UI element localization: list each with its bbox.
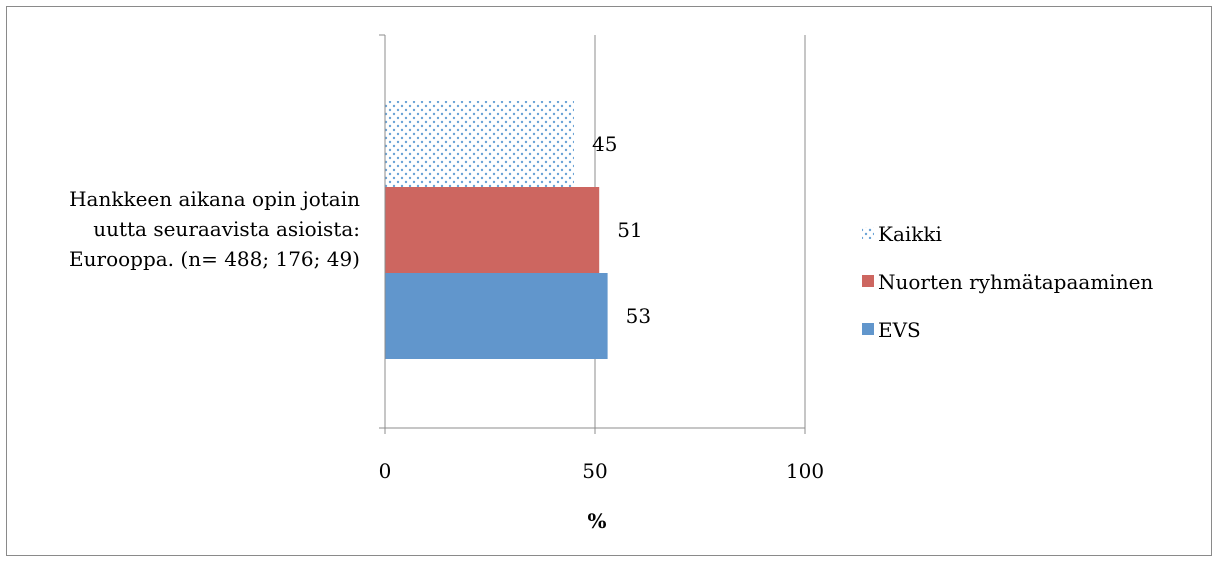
chart-frame	[6, 6, 1212, 556]
category-label: Hankkeen aikana opin jotain uutta seuraav…	[69, 187, 360, 271]
legend-swatch-kaikki	[862, 227, 874, 239]
bar-kaikki	[385, 101, 574, 187]
data-label: 45	[592, 132, 617, 156]
x-axis-label: %	[587, 509, 606, 533]
category-label-line: Hankkeen aikana opin jotain	[69, 187, 360, 211]
axes	[379, 34, 806, 434]
legend-swatch-nuorten-ryhm-tapaaminen	[862, 275, 874, 287]
x-tick-label: 0	[379, 459, 392, 483]
bar-nuorten-ryhm-tapaaminen	[385, 187, 600, 273]
x-tick-label: 50	[582, 459, 607, 483]
category-label-line: uutta seuraavista asioista:	[93, 217, 360, 241]
x-tick-labels: 0 50 100	[379, 459, 824, 483]
legend-label: EVS	[878, 318, 921, 342]
bars-group	[385, 101, 608, 359]
legend: Kaikki Nuorten ryhmätapaaminen EVS	[862, 222, 1153, 342]
legend-swatch-evs	[862, 323, 874, 335]
data-label: 51	[617, 218, 642, 242]
legend-label: Kaikki	[878, 222, 942, 246]
legend-label: Nuorten ryhmätapaaminen	[878, 270, 1153, 294]
data-label: 53	[626, 304, 651, 328]
data-labels: 45 51 53	[592, 132, 651, 328]
x-tick-label: 100	[786, 459, 824, 483]
category-label-line: Eurooppa. (n= 488; 176; 49)	[69, 247, 360, 271]
bar-evs	[385, 273, 608, 359]
